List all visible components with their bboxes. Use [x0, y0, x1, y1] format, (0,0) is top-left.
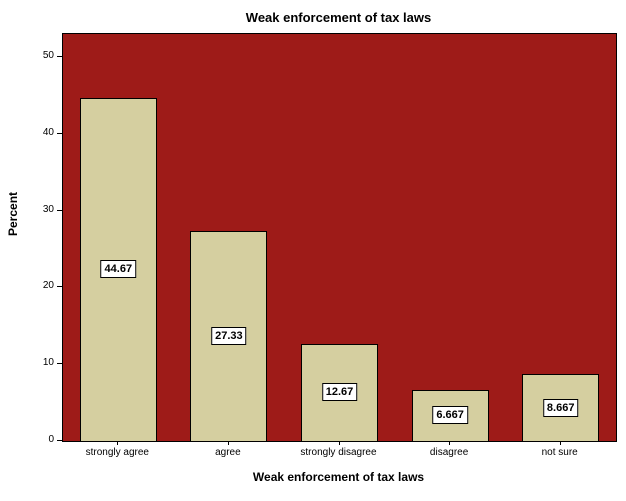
- bar-value-label: 8.667: [542, 398, 579, 417]
- y-tick-mark: [57, 132, 62, 134]
- bar-value-label: 6.667: [432, 406, 468, 425]
- y-tick-label: 10: [42, 357, 54, 369]
- x-tick-mark: [227, 441, 229, 445]
- x-axis-title: Weak enforcement of tax laws: [252, 470, 425, 484]
- x-tick-label-strongly-disagree: strongly disagree: [300, 447, 377, 458]
- y-tick-label: 20: [42, 280, 54, 292]
- bar-not-sure: 8.667: [522, 374, 600, 441]
- bar-value-label: 27.33: [211, 327, 247, 346]
- chart-title: Weak enforcement of tax laws: [245, 10, 432, 25]
- y-tick-label: 30: [42, 203, 54, 215]
- y-tick-mark: [57, 56, 62, 58]
- y-tick-label: 0: [48, 434, 54, 445]
- bar-value-label: 12.67: [321, 383, 358, 402]
- bar-value-label: 44.67: [100, 260, 137, 279]
- bar-agree: 27.33: [190, 231, 268, 441]
- x-tick-mark: [449, 441, 451, 445]
- x-tick-label-disagree: disagree: [429, 447, 469, 458]
- x-tick-mark: [559, 441, 561, 445]
- y-tick-label: 40: [42, 126, 54, 138]
- y-tick-mark: [57, 286, 62, 288]
- y-tick-mark: [57, 209, 62, 211]
- x-tick-label-agree: agree: [215, 447, 241, 458]
- y-tick-label: 50: [42, 50, 54, 62]
- bar-strongly-disagree: 12.67: [301, 343, 378, 441]
- bar-disagree: 6.667: [411, 389, 489, 441]
- x-tick-mark: [338, 441, 340, 445]
- x-tick-mark: [117, 441, 119, 445]
- x-tick-label-strongly-agree: strongly agree: [85, 447, 149, 458]
- plot-area: 44.67 27.33 12.67 6.667 8.667: [62, 33, 617, 442]
- y-tick-mark: [57, 363, 62, 365]
- x-tick-label-not-sure: not sure: [541, 447, 578, 458]
- bar-strongly-agree: 44.67: [79, 97, 157, 441]
- y-tick-mark: [57, 440, 62, 441]
